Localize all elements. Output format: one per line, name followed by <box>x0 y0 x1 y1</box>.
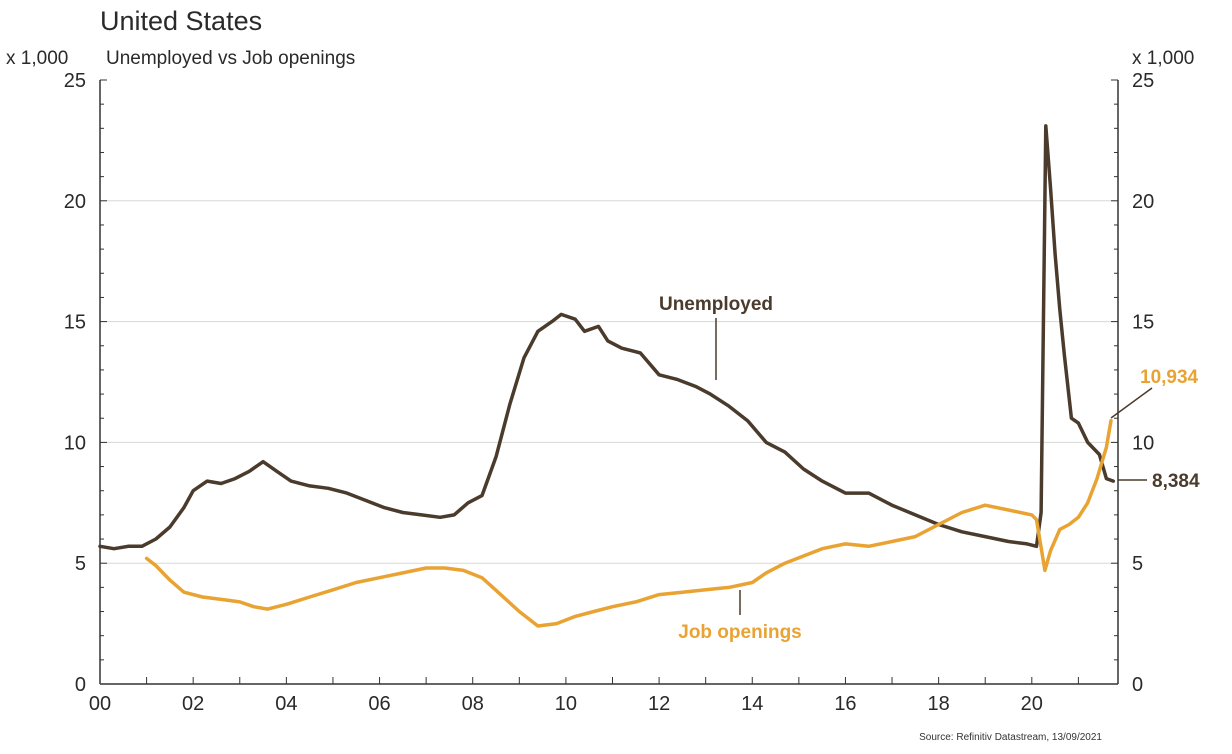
y-tick-label-right: 5 <box>1132 553 1143 575</box>
x-tick-label: 20 <box>1021 693 1043 715</box>
chart-subtitle: Unemployed vs Job openings <box>106 48 355 69</box>
y-tick-label-left: 15 <box>64 312 86 334</box>
x-tick-label: 08 <box>462 693 484 715</box>
y-tick-label-right: 10 <box>1132 432 1154 454</box>
unemployed-series-label: Unemployed <box>659 294 773 315</box>
series-lines <box>98 124 1116 628</box>
unemployed-end-value: 8,384 <box>1152 471 1200 492</box>
job-openings-series-label: Job openings <box>678 622 802 643</box>
y-tick-label-left: 0 <box>75 674 86 696</box>
series-line-job-openings <box>144 418 1113 628</box>
series-line-unemployed <box>98 124 1116 551</box>
x-tick-label: 10 <box>555 693 577 715</box>
source-note: Source: Refinitiv Datastream, 13/09/2021 <box>919 732 1102 743</box>
y-tick-label-right: 15 <box>1132 312 1154 334</box>
x-tick-label: 18 <box>928 693 950 715</box>
x-tick-label: 06 <box>368 693 390 715</box>
y-axis-left-unit: x 1,000 <box>6 48 68 69</box>
y-tick-label-left: 10 <box>64 432 86 454</box>
x-tick-label: 16 <box>834 693 856 715</box>
x-tick-label: 12 <box>648 693 670 715</box>
y-tick-label-left: 20 <box>64 191 86 213</box>
y-tick-label-left: 5 <box>75 553 86 575</box>
job-openings-end-leader <box>1110 387 1153 419</box>
y-tick-label-left: 25 <box>64 70 86 92</box>
x-tick-label: 14 <box>741 693 763 715</box>
y-tick-label-right: 0 <box>1132 674 1143 696</box>
job-openings-end-value: 10,934 <box>1140 367 1199 388</box>
y-tick-label-right: 25 <box>1132 70 1154 92</box>
grid-lines <box>100 200 1118 564</box>
chart-title: United States <box>100 6 262 36</box>
x-tick-label: 04 <box>275 693 297 715</box>
axes <box>99 79 1119 685</box>
x-tick-label: 00 <box>89 693 111 715</box>
x-tick-label: 02 <box>182 693 204 715</box>
y-axis-right-unit: x 1,000 <box>1132 48 1194 69</box>
y-tick-label-right: 20 <box>1132 191 1154 213</box>
